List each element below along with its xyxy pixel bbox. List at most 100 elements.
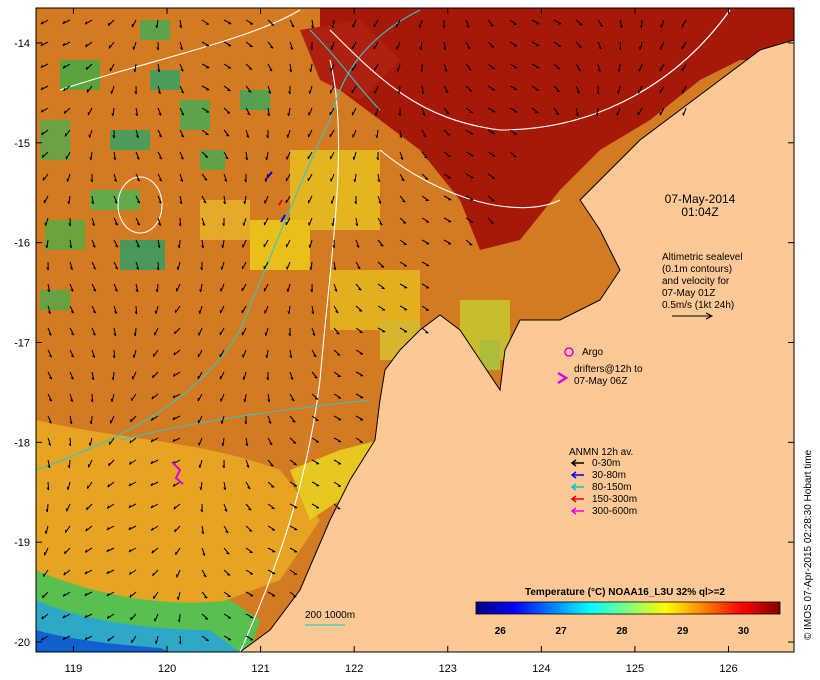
velocity-arrow-head: [557, 67, 561, 70]
velocity-arrow-head: [202, 553, 206, 556]
velocity-arrow: [244, 393, 247, 402]
velocity-arrow: [223, 195, 226, 204]
velocity-arrow: [287, 129, 291, 138]
velocity-arrow: [46, 503, 49, 513]
velocity-arrow: [133, 349, 137, 358]
velocity-arrow-head: [156, 47, 159, 51]
velocity-arrow-head: [111, 112, 114, 117]
velocity-arrow: [509, 85, 518, 91]
velocity-arrow: [130, 415, 137, 423]
velocity-arrow: [289, 371, 294, 380]
velocity-arrow-head: [151, 550, 154, 554]
velocity-arrow: [91, 349, 96, 358]
velocity-arrow-head: [309, 266, 312, 271]
velocity-arrow-head: [134, 311, 138, 315]
velocity-arrow-head: [150, 439, 154, 443]
velocity-arrow: [465, 129, 474, 135]
velocity-arrow: [91, 283, 97, 292]
velocity-arrow: [150, 459, 159, 465]
velocity-arrow: [62, 19, 71, 25]
velocity-arrow: [113, 151, 116, 160]
velocity-arrow-head: [293, 595, 297, 598]
velocity-arrow-head: [374, 112, 377, 116]
velocity-arrow: [311, 503, 320, 509]
velocity-arrow-head: [128, 571, 132, 575]
velocity-arrow: [333, 459, 342, 465]
velocity-arrow-head: [106, 615, 110, 619]
velocity-arrow-head: [223, 487, 226, 491]
velocity-arrow-head: [288, 333, 291, 337]
velocity-arrow: [172, 437, 181, 443]
velocity-arrow: [267, 525, 276, 531]
velocity-arrow-head: [111, 377, 114, 381]
velocity-arrow-head: [177, 245, 180, 249]
velocity-arrow: [377, 283, 385, 289]
velocity-arrow: [243, 217, 247, 226]
velocity-arrow: [311, 459, 320, 465]
anmn-legend-label: 80-150m: [592, 482, 631, 493]
velocity-arrow-head: [135, 113, 138, 117]
velocity-arrow: [223, 525, 229, 534]
velocity-arrow: [311, 19, 314, 28]
drifter-legend-line1: drifters@12h to: [574, 364, 643, 375]
velocity-arrow: [223, 591, 231, 597]
sealevel-contours: [59, 9, 731, 652]
velocity-arrow: [179, 129, 185, 138]
velocity-arrow-head: [419, 46, 422, 51]
velocity-arrow: [113, 261, 119, 270]
velocity-arrow-head: [204, 156, 209, 158]
velocity-arrow: [596, 107, 599, 117]
velocity-arrow: [91, 393, 94, 403]
velocity-arrow-head: [137, 200, 141, 204]
velocity-arrow: [66, 503, 71, 512]
velocity-arrow: [443, 129, 451, 136]
anmn-legend-item: 0-30m: [570, 458, 620, 469]
velocity-arrow: [531, 63, 540, 69]
velocity-arrow-head: [130, 616, 132, 621]
velocity-arrow: [152, 569, 159, 577]
velocity-arrow: [197, 349, 203, 358]
velocity-arrow-head: [289, 355, 292, 359]
velocity-arrow: [157, 239, 161, 248]
velocity-arrow: [287, 283, 291, 292]
velocity-arrow: [47, 371, 53, 380]
velocity-arrow: [113, 195, 118, 204]
velocity-arrow: [130, 613, 137, 621]
velocity-arrow: [90, 415, 93, 425]
y-tick-label: -14: [14, 38, 30, 50]
velocity-arrow-head: [114, 201, 118, 204]
velocity-arrow-head: [270, 486, 275, 488]
velocity-arrow: [487, 129, 496, 135]
velocity-arrow-head: [157, 91, 161, 94]
velocity-arrow: [67, 173, 71, 182]
velocity-arrow-head: [308, 244, 311, 248]
velocity-arrow: [45, 217, 49, 226]
velocity-arrow: [309, 239, 313, 248]
velocity-arrow: [84, 591, 93, 597]
velocity-arrow: [47, 305, 51, 314]
velocity-arrow: [419, 19, 423, 28]
velocity-arrow: [267, 107, 270, 116]
anmn-legend-label: 0-30m: [592, 458, 620, 469]
velocity-arrow: [421, 239, 430, 245]
velocity-arrow: [245, 503, 252, 511]
velocity-arrow-head: [178, 641, 182, 645]
velocity-arrow: [157, 151, 163, 160]
velocity-arrow: [245, 613, 254, 619]
velocity-arrow: [681, 19, 687, 28]
velocity-arrow: [421, 85, 425, 94]
velocity-arrow-head: [379, 222, 383, 226]
velocity-arrow-head: [265, 156, 268, 161]
velocity-arrow: [289, 19, 295, 28]
velocity-arrow: [465, 195, 474, 201]
velocity-arrow-head: [270, 24, 275, 26]
velocity-arrow: [129, 569, 137, 575]
velocity-arrow: [128, 547, 137, 553]
velocity-arrow: [399, 305, 408, 311]
velocity-arrow: [46, 239, 49, 248]
velocity-arrow-head: [198, 464, 201, 468]
velocity-arrow: [157, 217, 162, 226]
velocity-arrow: [201, 19, 210, 25]
velocity-arrow-head: [70, 289, 74, 292]
